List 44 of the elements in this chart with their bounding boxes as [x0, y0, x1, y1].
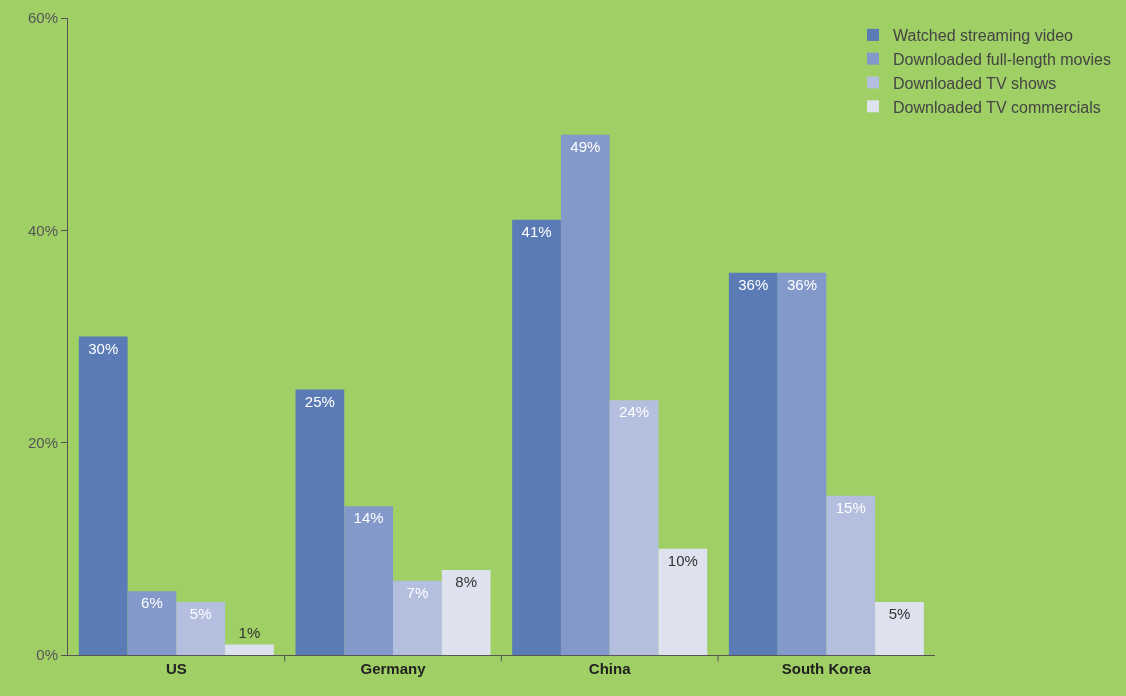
bar	[441, 570, 491, 655]
data-label: 7%	[406, 583, 429, 601]
bar	[295, 389, 345, 655]
bar	[78, 336, 128, 655]
data-label: 15%	[835, 498, 866, 516]
bar	[658, 548, 708, 655]
data-label: 5%	[189, 604, 212, 622]
data-label: 36%	[738, 275, 769, 293]
data-label: 24%	[619, 403, 650, 421]
legend-label: Downloaded TV commercials	[893, 98, 1101, 116]
bar	[777, 272, 827, 655]
data-label: 5%	[888, 604, 911, 622]
data-label: 6%	[141, 594, 163, 612]
data-label: 49%	[570, 137, 601, 155]
bar	[127, 591, 177, 655]
bar	[609, 400, 659, 655]
bar	[344, 506, 394, 655]
legend-label: Downloaded TV shows	[893, 74, 1057, 92]
bar	[176, 601, 226, 655]
bar	[225, 644, 274, 655]
x-tick-label: South Korea	[781, 660, 872, 677]
x-tick-label: China	[588, 660, 632, 677]
bar	[512, 219, 561, 655]
legend-label: Watched streaming video	[893, 27, 1074, 45]
bar	[728, 272, 778, 655]
x-tick-label: Germany	[360, 660, 427, 677]
bar	[875, 601, 924, 655]
data-label: 25%	[304, 392, 335, 410]
legend-label: Downloaded full-length movies	[893, 50, 1111, 68]
y-tick-label: 40%	[27, 221, 58, 239]
data-label: 10%	[667, 551, 698, 569]
data-label: 14%	[353, 509, 384, 527]
y-tick-label: 60%	[27, 9, 58, 27]
y-tick-label: 20%	[27, 433, 58, 451]
data-label: 1%	[238, 624, 261, 642]
y-tick-label: 0%	[36, 646, 58, 664]
bar	[560, 134, 610, 655]
x-tick-label: US	[165, 660, 187, 677]
data-label: 41%	[521, 222, 552, 240]
data-label: 36%	[786, 275, 817, 293]
data-label: 8%	[455, 573, 477, 591]
data-label: 30%	[88, 339, 119, 357]
bar	[826, 495, 876, 655]
bar	[393, 580, 442, 655]
